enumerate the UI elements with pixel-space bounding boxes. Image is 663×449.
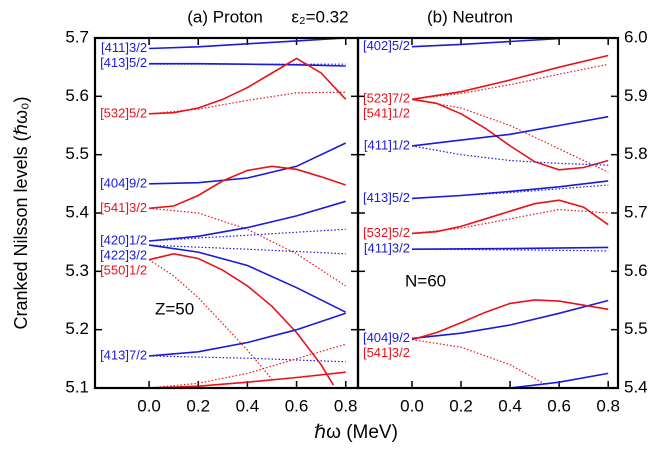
annotation: N=60 <box>405 271 446 290</box>
level-curve <box>149 38 346 50</box>
deformation-note: ε₂=0.32 <box>291 7 348 26</box>
level-curve <box>411 38 560 48</box>
level-curve <box>149 165 346 210</box>
x-tick-label: 0.0 <box>400 396 424 415</box>
level-curve <box>149 371 346 388</box>
plot-frame <box>356 36 620 390</box>
level-curve <box>149 91 346 115</box>
y-tick-label: 5.6 <box>65 86 89 105</box>
x-tick-label: 0.4 <box>498 396 522 415</box>
panel-title: (b) Neutron <box>427 7 513 26</box>
level-curve <box>411 208 609 234</box>
level-label: [523]7/2 <box>363 91 410 106</box>
level-curve <box>149 343 346 388</box>
y-axis-label: Cranked Nilsson levels (ℏω₀) <box>11 97 31 330</box>
level-curve <box>411 299 609 340</box>
level-curve <box>411 145 609 166</box>
level-curve <box>411 299 609 341</box>
level-curve <box>148 252 335 386</box>
y-tick-label: 5.4 <box>65 202 89 221</box>
y-tick-label: 5.6 <box>624 261 648 280</box>
level-curve <box>411 98 609 173</box>
x-tick-label: 0.2 <box>449 396 473 415</box>
plot-area <box>148 38 347 388</box>
level-curve <box>149 142 347 185</box>
x-axis-label: ℏω (MeV) <box>314 422 398 443</box>
level-curve <box>149 228 346 242</box>
level-curve <box>411 98 609 171</box>
level-label: [404]9/2 <box>363 330 410 345</box>
y-tick-label: 5.5 <box>624 319 648 338</box>
level-curve <box>148 259 273 380</box>
level-curve <box>149 312 346 357</box>
level-curve <box>149 355 346 363</box>
y-tick-label: 6.0 <box>624 27 648 46</box>
level-curve <box>510 372 609 388</box>
level-label: [541]3/2 <box>363 345 410 360</box>
level-curve <box>411 54 609 101</box>
level-curve <box>149 57 347 115</box>
x-tick-label: 0.6 <box>547 396 571 415</box>
y-tick-label: 5.7 <box>65 27 89 46</box>
y-tick-label: 5.2 <box>65 319 89 338</box>
level-label: [413]7/2 <box>100 347 147 362</box>
level-label: [404]9/2 <box>100 175 147 190</box>
x-tick-label: 0.0 <box>137 396 161 415</box>
level-curve <box>411 63 609 100</box>
x-tick-label: 0.6 <box>285 396 309 415</box>
level-curve <box>411 199 609 235</box>
level-curve <box>149 207 347 287</box>
level-label: [413]5/2 <box>100 55 147 70</box>
level-curve <box>411 248 609 252</box>
level-label: [550]1/2 <box>100 262 147 277</box>
level-label: [411]1/2 <box>364 137 410 152</box>
level-curve <box>149 200 346 242</box>
level-label: [532]5/2 <box>100 105 147 120</box>
y-tick-label: 5.8 <box>624 144 648 163</box>
level-curve <box>411 180 609 200</box>
plot-area <box>411 38 609 388</box>
level-curve <box>148 244 347 313</box>
x-tick-label: 0.4 <box>236 396 260 415</box>
level-label: [411]3/2 <box>364 241 410 256</box>
annotation: Z=50 <box>155 299 194 318</box>
y-tick-label: 5.7 <box>624 202 648 221</box>
y-tick-label: 5.5 <box>65 144 89 163</box>
level-label: [532]5/2 <box>363 225 410 240</box>
level-curve <box>411 184 609 199</box>
level-curve <box>411 339 548 386</box>
x-tick-label: 0.8 <box>596 396 620 415</box>
y-tick-label: 5.1 <box>65 377 89 396</box>
panel-title: (a) Proton <box>187 7 263 26</box>
x-tick-label: 0.8 <box>334 396 358 415</box>
level-label: [413]5/2 <box>363 190 410 205</box>
level-label: [541]1/2 <box>363 106 410 121</box>
y-tick-label: 5.3 <box>65 261 89 280</box>
level-curve <box>411 115 609 147</box>
x-tick-label: 0.2 <box>186 396 210 415</box>
level-label: [402]5/2 <box>363 38 410 53</box>
level-label: [541]3/2 <box>100 200 147 215</box>
level-curve <box>149 244 346 255</box>
level-label: [411]3/2 <box>101 40 147 55</box>
y-tick-label: 5.4 <box>624 377 648 396</box>
y-tick-label: 5.9 <box>624 86 648 105</box>
level-label: [422]3/2 <box>100 247 147 262</box>
level-label: [420]1/2 <box>100 232 147 247</box>
